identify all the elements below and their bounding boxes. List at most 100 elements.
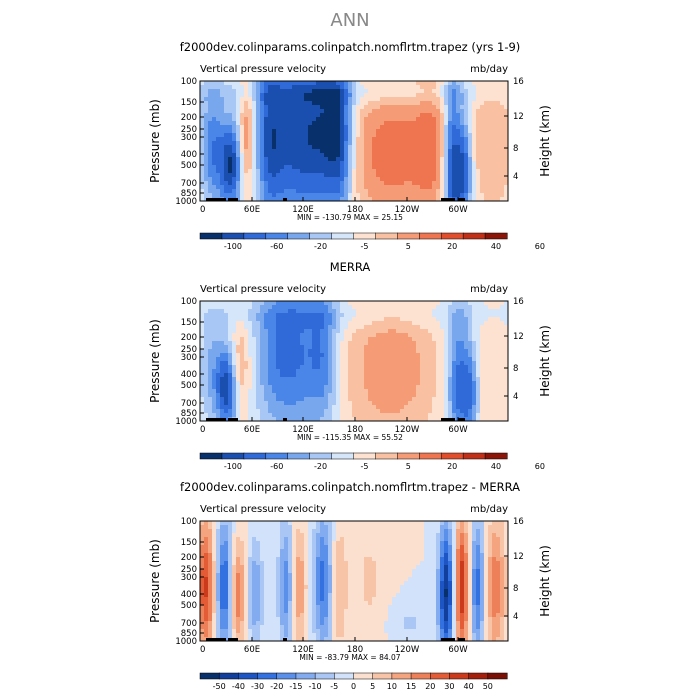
heatmap-cell [428, 401, 433, 406]
heatmap-cell [260, 89, 265, 94]
heatmap-cell [444, 117, 449, 122]
heatmap-cell [484, 81, 489, 86]
heatmap-cell [244, 313, 249, 318]
heatmap-cell [488, 137, 493, 142]
heatmap-cell [436, 109, 441, 114]
heatmap-cell [284, 161, 289, 166]
heatmap-cell [500, 165, 505, 170]
heatmap-cell [412, 385, 417, 390]
heatmap-cell [360, 133, 365, 138]
heatmap-cell [280, 125, 285, 130]
heatmap-cell [416, 401, 421, 406]
heatmap-cell [280, 305, 285, 310]
heatmap-cell [292, 97, 297, 102]
heatmap-cell [472, 405, 477, 410]
heatmap-cell [252, 349, 257, 354]
heatmap-cell [344, 357, 349, 362]
heatmap-cell [296, 157, 301, 162]
heatmap-cell [304, 337, 309, 342]
heatmap-cell [284, 373, 289, 378]
heatmap-cell [224, 337, 229, 342]
heatmap-cell [396, 345, 401, 350]
heatmap-cell [484, 89, 489, 94]
heatmap-cell [444, 345, 449, 350]
heatmap-cell [396, 101, 401, 106]
y-right-tick-label: 4 [513, 392, 518, 402]
heatmap-cell [296, 317, 301, 322]
y-tick-label: 150 [181, 318, 197, 328]
heatmap-cell [328, 125, 333, 130]
heatmap-cell [272, 313, 277, 318]
heatmap-cell [444, 93, 449, 98]
heatmap-cell [392, 337, 397, 342]
heatmap-cell [296, 329, 301, 334]
heatmap-cell [328, 301, 333, 306]
heatmap-cell [432, 409, 437, 414]
heatmap-cell [256, 117, 261, 122]
heatmap-cell [492, 345, 497, 350]
heatmap-cell [384, 389, 389, 394]
heatmap-cell [424, 365, 429, 370]
heatmap-cell [320, 385, 325, 390]
heatmap-cell [296, 105, 301, 110]
heatmap-cell [240, 401, 245, 406]
colorbar-swatch [243, 452, 267, 460]
y-tick-label: 150 [181, 98, 197, 108]
heatmap-cell [284, 101, 289, 106]
heatmap-cell [320, 97, 325, 102]
heatmap-cell [212, 397, 217, 402]
heatmap-cell [252, 401, 257, 406]
heatmap-cell [272, 325, 277, 330]
heatmap-cell [276, 389, 281, 394]
heatmap-cell [288, 345, 293, 350]
heatmap-cell [336, 305, 341, 310]
heatmap-cell [440, 133, 445, 138]
heatmap-cell [312, 397, 317, 402]
heatmap-cell [240, 329, 245, 334]
heatmap-cell [208, 377, 213, 382]
heatmap-cell [468, 313, 473, 318]
heatmap-cell [412, 193, 417, 198]
heatmap-cell [220, 345, 225, 350]
heatmap-cell [376, 169, 381, 174]
heatmap-cell [480, 149, 485, 154]
heatmap-cell [336, 89, 341, 94]
heatmap-cell [320, 405, 325, 410]
heatmap-cell [372, 397, 377, 402]
heatmap-cell [284, 93, 289, 98]
heatmap-cell [480, 101, 485, 106]
heatmap-cell [256, 97, 261, 102]
heatmap-cell [492, 173, 497, 178]
heatmap-cell [408, 197, 413, 202]
heatmap-cell [312, 393, 317, 398]
heatmap-cell [292, 345, 297, 350]
heatmap-cell [356, 133, 361, 138]
heatmap-cell [428, 325, 433, 330]
heatmap-cell [496, 349, 501, 354]
heatmap-cell [224, 157, 229, 162]
heatmap-cell [328, 385, 333, 390]
heatmap-cell [436, 333, 441, 338]
heatmap-cell [224, 613, 229, 618]
heatmap-cell [264, 177, 269, 182]
heatmap-cell [212, 409, 217, 414]
heatmap-cell [352, 309, 357, 314]
heatmap-cell [260, 153, 265, 158]
heatmap-cell [388, 385, 393, 390]
heatmap-cell [220, 361, 225, 366]
heatmap-cell [224, 589, 229, 594]
heatmap-cell [324, 369, 329, 374]
heatmap-cell [308, 305, 313, 310]
heatmap-cell [392, 377, 397, 382]
heatmap-cell [504, 169, 509, 174]
heatmap-cell [348, 89, 353, 94]
heatmap-cell [504, 329, 509, 334]
heatmap-cell [460, 369, 465, 374]
heatmap-cell [288, 101, 293, 106]
heatmap-cell [300, 357, 305, 362]
heatmap-cell [236, 169, 241, 174]
heatmap-cell [228, 305, 233, 310]
heatmap-cell [332, 125, 337, 130]
heatmap-cell [232, 325, 237, 330]
heatmap-cell [368, 313, 373, 318]
